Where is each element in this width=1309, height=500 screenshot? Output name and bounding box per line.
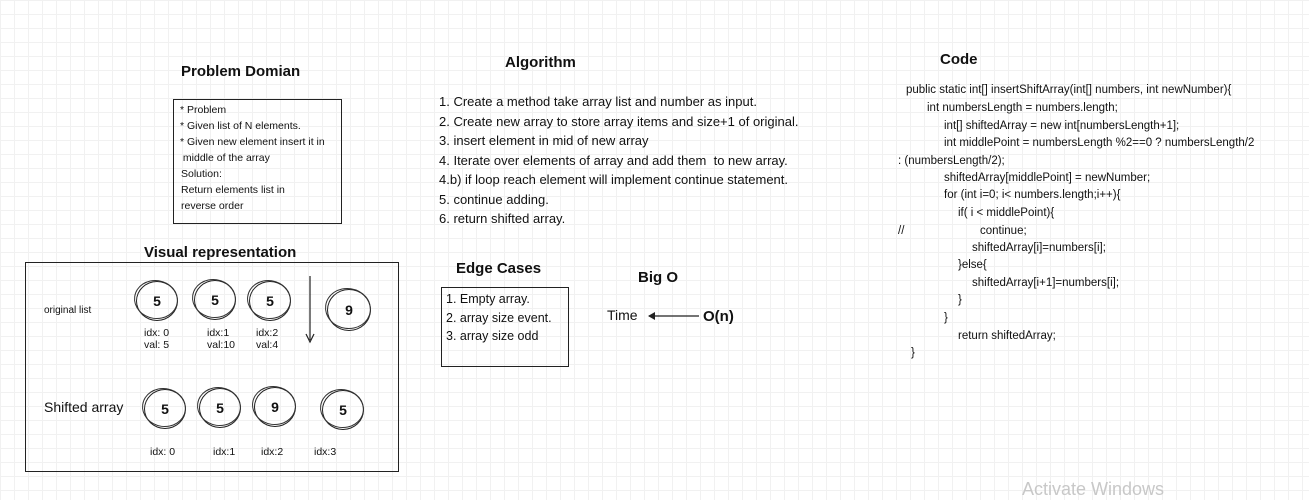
- problem-domain-box: * Problem * Given list of N elements. * …: [173, 99, 342, 224]
- edge-cases-box: 1. Empty array. 2. array size event. 3. …: [441, 287, 569, 367]
- algorithm-step: 6. return shifted array.: [439, 211, 566, 226]
- algorithm-step: 2. Create new array to store array items…: [439, 113, 799, 129]
- down-arrow: [305, 276, 315, 344]
- new-number-circle: 9: [327, 289, 371, 331]
- shifted-item-circle: 9: [254, 387, 296, 427]
- problem-line: reverse order: [181, 200, 244, 212]
- original-item-value: val:10: [207, 339, 236, 351]
- problem-line: middle of the array: [180, 152, 270, 164]
- algorithm-step: 4. Iterate over elements of array and ad…: [439, 152, 788, 168]
- code-line: : (numbersLength/2);: [898, 155, 1005, 167]
- original-item-circle: 5: [249, 281, 291, 321]
- original-list-label: original list: [44, 305, 92, 316]
- code-line: continue;: [980, 225, 1027, 237]
- algorithm-step: 3. insert element in mid of new array: [439, 133, 649, 148]
- left-arrow: [648, 312, 699, 320]
- shifted-array-label: Shifted array: [44, 399, 124, 415]
- edge-case-item: 1. Empty array.: [446, 292, 530, 306]
- code-line: public static int[] insertShiftArray(int…: [906, 84, 1232, 96]
- edge-cases-title: Edge Cases: [456, 260, 542, 277]
- activate-windows-watermark: Activate Windows: [1022, 479, 1165, 499]
- problem-line: * Problem: [180, 104, 227, 116]
- original-item-value: val: 5: [144, 339, 170, 351]
- big-o-value: O(n): [703, 308, 734, 325]
- problem-line: Return elements list in: [181, 184, 285, 196]
- edge-case-item: 3. array size odd: [446, 329, 539, 343]
- problem-domain-title: Problem Domian: [181, 63, 301, 80]
- code-line: }else{: [958, 259, 987, 271]
- code-line: }: [911, 347, 915, 359]
- visual-title: Visual representation: [144, 244, 297, 261]
- problem-line: * Given new element insert it in: [180, 136, 325, 148]
- code-line: }: [944, 312, 948, 324]
- code-line: }: [958, 294, 962, 306]
- original-item-circle: 5: [136, 281, 178, 321]
- code-title: Code: [940, 51, 978, 68]
- algorithm-steps: 1. Create a method take array list and n…: [439, 92, 798, 229]
- shifted-item-circle: 5: [322, 390, 364, 430]
- algorithm-step: 1. Create a method take array list and n…: [439, 94, 757, 109]
- problem-line: Solution:: [181, 168, 222, 180]
- original-item-index: idx: 0: [144, 327, 170, 339]
- code-line: int[] shiftedArray = new int[numbersLeng…: [944, 120, 1180, 132]
- shifted-item-index: idx:3: [314, 446, 337, 458]
- edge-case-item: 2. array size event.: [446, 310, 552, 325]
- code-line: int middlePoint = numbersLength %2==0 ? …: [944, 137, 1255, 149]
- shifted-item-index: idx:2: [261, 446, 284, 458]
- problem-line: * Given list of N elements.: [180, 120, 301, 132]
- algorithm-title: Algorithm: [505, 54, 576, 71]
- shifted-item-circle: 5: [144, 389, 186, 429]
- code-line: //: [898, 225, 905, 237]
- original-item-circle: 5: [194, 280, 236, 320]
- code-line: for (int i=0; i< numbers.length;i++){: [944, 189, 1121, 201]
- algorithm-step: 5. continue adding.: [439, 191, 549, 207]
- code-line: return shiftedArray;: [958, 330, 1056, 342]
- shifted-item-index: idx:1: [213, 446, 236, 458]
- big-o-title: Big O: [638, 269, 678, 286]
- original-item-value: val:4: [256, 339, 279, 351]
- original-item-index: idx:1: [207, 327, 230, 339]
- code-line: if( i < middlePoint){: [958, 207, 1055, 219]
- code-line: shiftedArray[i+1]=numbers[i];: [972, 277, 1120, 289]
- original-item-index: idx:2: [256, 327, 279, 339]
- shifted-item-circle: 5: [199, 388, 241, 428]
- code-line: shiftedArray[middlePoint] = newNumber;: [944, 172, 1151, 184]
- shifted-item-index: idx: 0: [150, 446, 176, 458]
- code-line: int numbersLength = numbers.length;: [927, 102, 1118, 114]
- code-line: shiftedArray[i]=numbers[i];: [972, 242, 1106, 254]
- visual-box: [25, 262, 399, 472]
- time-label: Time: [607, 307, 638, 323]
- algorithm-step: 4.b) if loop reach element will implemen…: [439, 172, 789, 187]
